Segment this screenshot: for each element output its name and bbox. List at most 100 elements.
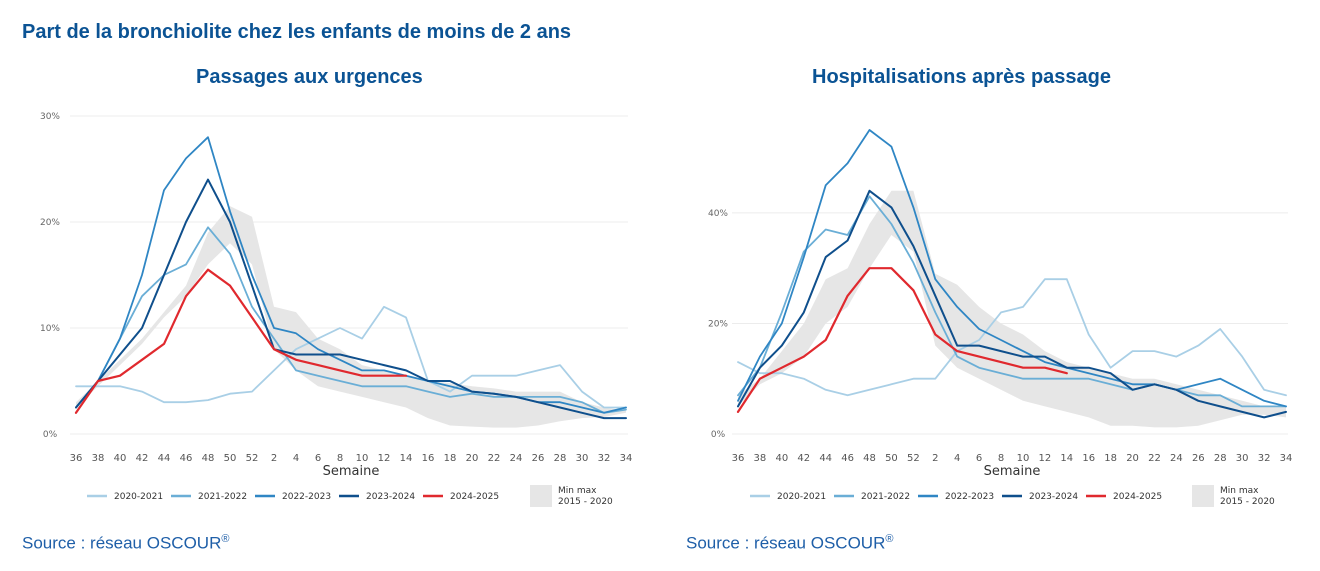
- x-tick-label: 20: [466, 453, 479, 464]
- x-tick-label: 44: [158, 453, 171, 464]
- legend-label-2022-2023: 2022-2023: [282, 492, 331, 502]
- x-tick-label: 4: [293, 453, 299, 464]
- x-tick-label: 46: [180, 453, 193, 464]
- legend-label-minmax-1: Min max: [558, 486, 597, 496]
- legend-label-2020-2021: 2020-2021: [777, 492, 826, 502]
- legend-label-2021-2022: 2021-2022: [198, 492, 247, 502]
- legend-label-2021-2022: 2021-2022: [861, 492, 910, 502]
- x-tick-label: 8: [998, 453, 1004, 464]
- legend-label-2023-2024: 2023-2024: [1029, 492, 1078, 502]
- y-tick-label: 0%: [43, 430, 58, 440]
- legend-label-minmax-2: 2015 - 2020: [1220, 497, 1275, 507]
- y-tick-label: 30%: [40, 112, 60, 122]
- x-tick-label: 4: [954, 453, 960, 464]
- left-source: Source : réseau OSCOUR®: [22, 533, 229, 554]
- legend-swatch-minmax: [530, 485, 552, 507]
- x-tick-label: 2: [271, 453, 277, 464]
- x-tick-label: 22: [1148, 453, 1161, 464]
- y-tick-label: 40%: [708, 209, 728, 219]
- right-chart-title: Hospitalisations après passage: [812, 66, 1112, 88]
- x-tick-label: 34: [620, 453, 633, 464]
- legend-label-2024-2025: 2024-2025: [1113, 492, 1162, 502]
- left-panel: 0% 10% 20% 30% 36 38 40 42 44 46 48 50 52 2 4 6 8 10 12 14 1…: [22, 66, 633, 554]
- x-tick-label: 42: [136, 453, 149, 464]
- x-tick-label: 2: [932, 453, 938, 464]
- x-tick-label: 34: [1280, 453, 1293, 464]
- x-tick-label: 30: [1236, 453, 1249, 464]
- x-tick-label: 22: [488, 453, 501, 464]
- x-tick-label: 42: [797, 453, 810, 464]
- legend-label-2024-2025: 2024-2025: [450, 492, 499, 502]
- x-tick-label: 16: [1082, 453, 1095, 464]
- x-tick-label: 24: [510, 453, 523, 464]
- minmax-band: [738, 190, 1286, 428]
- legend-label-2023-2024: 2023-2024: [366, 492, 415, 502]
- x-tick-label: 52: [907, 453, 920, 464]
- main-title: Part de la bronchiolite chez les enfants…: [22, 21, 572, 43]
- right-source: Source : réseau OSCOUR®: [686, 533, 893, 554]
- x-tick-label: 24: [1170, 453, 1183, 464]
- x-tick-label: 18: [444, 453, 457, 464]
- series-line-2022-2023: [737, 129, 1287, 408]
- x-tick-label: 14: [400, 453, 413, 464]
- x-tick-label: 40: [114, 453, 127, 464]
- x-tick-label: 26: [1192, 453, 1205, 464]
- x-tick-label: 44: [819, 453, 832, 464]
- x-tick-label: 12: [378, 453, 391, 464]
- x-axis-label: Semaine: [323, 464, 380, 479]
- x-tick-label: 6: [976, 453, 982, 464]
- x-tick-label: 28: [1214, 453, 1227, 464]
- legend-swatch-minmax: [1192, 485, 1214, 507]
- legend-label-minmax-2: 2015 - 2020: [558, 497, 613, 507]
- x-tick-label: 18: [1104, 453, 1117, 464]
- x-tick-label: 48: [202, 453, 215, 464]
- x-tick-label: 12: [1039, 453, 1052, 464]
- right-panel: 0% 20% 40% 36 38 40 42 44 46 48 50 52 2 4 6 8 10 12 14 16 18…: [660, 0, 1320, 571]
- x-tick-label: 20: [1126, 453, 1139, 464]
- x-tick-label: 52: [246, 453, 259, 464]
- x-tick-label: 26: [532, 453, 545, 464]
- x-tick-label: 6: [315, 453, 321, 464]
- emergency-visits-chart: 0%10%20%30%36 38 40 42 44 46 48 50 52 2 4 6 8 10 12 14 1…: [40, 112, 633, 507]
- x-tick-label: 36: [70, 453, 83, 464]
- x-tick-label: 36: [732, 453, 745, 464]
- series-line-2021-2022: [75, 226, 627, 414]
- x-tick-label: 32: [598, 453, 611, 464]
- x-tick-label: 38: [754, 453, 767, 464]
- y-tick-label: 20%: [40, 218, 60, 228]
- x-tick-label: 14: [1060, 453, 1073, 464]
- x-tick-label: 48: [863, 453, 876, 464]
- left-source-mark: ®: [221, 533, 230, 545]
- right-source-mark: ®: [885, 533, 894, 545]
- legend-label-2020-2021: 2020-2021: [114, 492, 163, 502]
- series-line-2020-2021: [75, 305, 627, 409]
- right-source-text: Source : réseau OSCOUR: [686, 533, 886, 553]
- x-tick-label: 38: [92, 453, 105, 464]
- x-tick-label: 28: [554, 453, 567, 464]
- x-tick-label: 10: [1017, 453, 1030, 464]
- series-line-2024-2025: [74, 268, 408, 414]
- legend-label-2022-2023: 2022-2023: [945, 492, 994, 502]
- hospitalisations-chart: 0%20%40%36 38 40 42 44 46 48 50 52 2 4 6 8 10 12 14 16 18…: [708, 129, 1293, 507]
- x-tick-label: 40: [775, 453, 788, 464]
- x-tick-label: 32: [1258, 453, 1271, 464]
- x-tick-label: 8: [337, 453, 343, 464]
- x-axis-label: Semaine: [984, 464, 1041, 479]
- legend-label-minmax-1: Min max: [1220, 486, 1259, 496]
- series-line-2020-2021: [737, 278, 1287, 397]
- x-tick-label: 46: [841, 453, 854, 464]
- x-tick-label: 10: [356, 453, 369, 464]
- series-line-2023-2024: [75, 178, 627, 420]
- series-line-2024-2025: [736, 267, 1068, 413]
- x-tick-label: 16: [422, 453, 435, 464]
- minmax-band: [76, 206, 626, 428]
- left-chart-title: Passages aux urgences: [196, 66, 423, 88]
- y-tick-label: 20%: [708, 319, 728, 329]
- series-line-2023-2024: [737, 189, 1287, 419]
- series-line-2021-2022: [737, 195, 1287, 408]
- x-tick-label: 50: [885, 453, 898, 464]
- left-source-text: Source : réseau OSCOUR: [22, 533, 222, 553]
- x-tick-label: 50: [224, 453, 237, 464]
- y-tick-label: 0%: [711, 430, 726, 440]
- y-tick-label: 10%: [40, 324, 60, 334]
